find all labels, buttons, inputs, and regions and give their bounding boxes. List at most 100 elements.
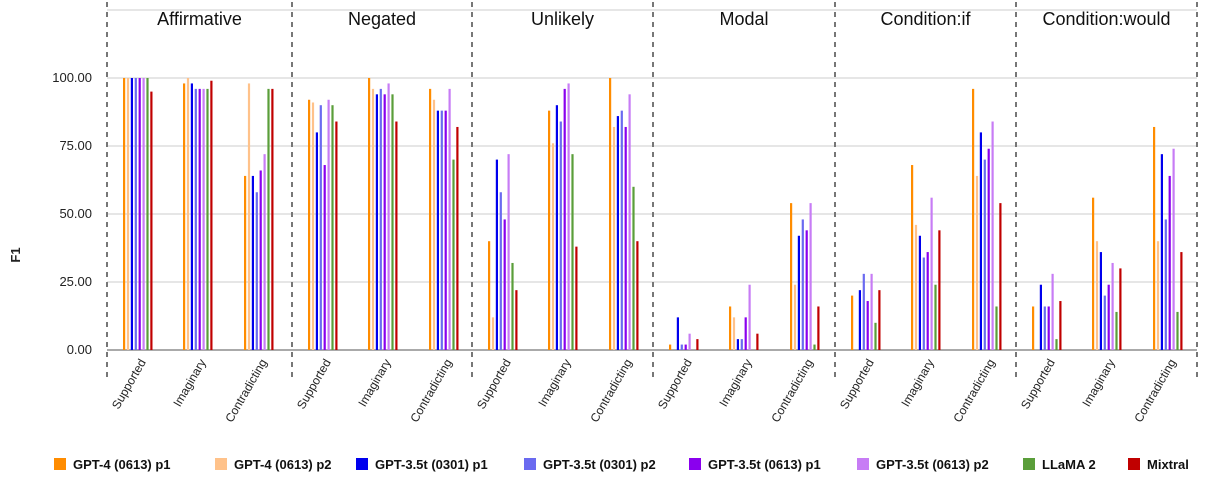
bar — [1115, 311, 1118, 350]
bar — [331, 105, 334, 350]
bar — [1039, 284, 1042, 350]
bar — [488, 241, 491, 350]
x-tick-label: Imaginary — [355, 357, 393, 410]
bar — [676, 317, 679, 350]
bar — [548, 110, 551, 350]
bar — [862, 273, 865, 350]
bar — [440, 110, 443, 350]
legend-label: GPT-3.5t (0613) p1 — [708, 457, 821, 472]
x-tick-label: Contradicting — [768, 357, 815, 425]
bar — [194, 88, 197, 350]
bar — [375, 94, 378, 350]
bar — [1051, 273, 1054, 350]
x-tick-label: Contradicting — [1131, 357, 1178, 425]
bar — [271, 88, 274, 350]
bar — [870, 273, 873, 350]
bar — [874, 322, 877, 350]
bar — [979, 132, 982, 350]
bar — [183, 83, 186, 350]
bar — [729, 306, 732, 350]
bar — [748, 284, 751, 350]
legend-swatch — [1128, 458, 1140, 470]
bar — [1103, 295, 1106, 350]
bar — [1099, 252, 1102, 350]
bar — [1047, 306, 1050, 350]
bar — [851, 295, 854, 350]
bar — [636, 241, 639, 350]
bar — [1055, 339, 1058, 350]
bar — [684, 344, 687, 350]
bar — [922, 257, 925, 350]
bar — [452, 159, 455, 350]
x-tick-label: Supported — [837, 357, 877, 412]
bar — [134, 78, 137, 350]
bar — [1111, 262, 1114, 350]
bar — [620, 110, 623, 350]
x-tick-label: Contradicting — [407, 357, 454, 425]
bar — [383, 94, 386, 350]
bar — [190, 83, 193, 350]
bar — [696, 339, 699, 350]
bar — [987, 148, 990, 350]
bar — [202, 88, 205, 350]
bar — [991, 121, 994, 351]
bar — [456, 126, 459, 351]
bar — [934, 284, 937, 350]
bar — [448, 88, 451, 350]
bar — [555, 105, 558, 350]
x-tick-label: Imaginary — [535, 357, 573, 410]
bar — [327, 99, 330, 350]
panel-title: Unlikely — [531, 9, 594, 29]
bar — [688, 333, 691, 350]
bar — [793, 284, 797, 350]
legend-swatch — [857, 458, 869, 470]
bar — [1107, 284, 1110, 350]
bar — [387, 83, 390, 350]
bar — [756, 333, 759, 350]
bar — [878, 290, 881, 350]
bar — [315, 132, 318, 350]
x-tick-label: Supported — [1018, 357, 1058, 412]
bar — [571, 154, 574, 350]
bar — [999, 203, 1002, 350]
bar — [319, 105, 322, 350]
x-tick-label: Contradicting — [222, 357, 269, 425]
bar — [559, 121, 562, 351]
x-tick-label: Imaginary — [170, 357, 208, 410]
x-tick-label: Imaginary — [1079, 357, 1117, 410]
bar — [368, 78, 371, 350]
bar — [491, 317, 495, 350]
legend-swatch — [54, 458, 66, 470]
y-tick-label: 25.00 — [59, 274, 92, 289]
bar — [323, 165, 326, 350]
bar — [744, 317, 747, 350]
bar — [632, 186, 635, 350]
bar — [551, 143, 555, 350]
bar — [1172, 148, 1175, 350]
legend: GPT-4 (0613) p1 GPT-4 (0613) p2 GPT-3.5t (… — [54, 457, 1189, 472]
x-tick-label: Imaginary — [898, 357, 936, 410]
bar — [609, 78, 612, 350]
bar — [975, 175, 979, 350]
bar — [198, 88, 201, 350]
x-tick-label: Contradicting — [587, 357, 634, 425]
panel-title: Affirmative — [157, 9, 242, 29]
bar — [1176, 311, 1179, 350]
legend-label: GPT-3.5t (0613) p2 — [876, 457, 989, 472]
bar — [1168, 175, 1171, 350]
y-tick-label: 75.00 — [59, 138, 92, 153]
bar — [801, 219, 804, 350]
bar — [628, 94, 631, 350]
x-tick-label: Supported — [474, 357, 514, 412]
bar — [669, 344, 672, 350]
bar — [1095, 241, 1099, 350]
bar — [575, 246, 578, 350]
bar — [259, 170, 262, 350]
panel-title: Condition:if — [880, 9, 971, 29]
legend-label: GPT-3.5t (0301) p1 — [375, 457, 488, 472]
x-tick-label: Supported — [655, 357, 695, 412]
panel-title: Condition:would — [1042, 9, 1170, 29]
bar — [930, 197, 933, 350]
bar — [308, 99, 311, 350]
